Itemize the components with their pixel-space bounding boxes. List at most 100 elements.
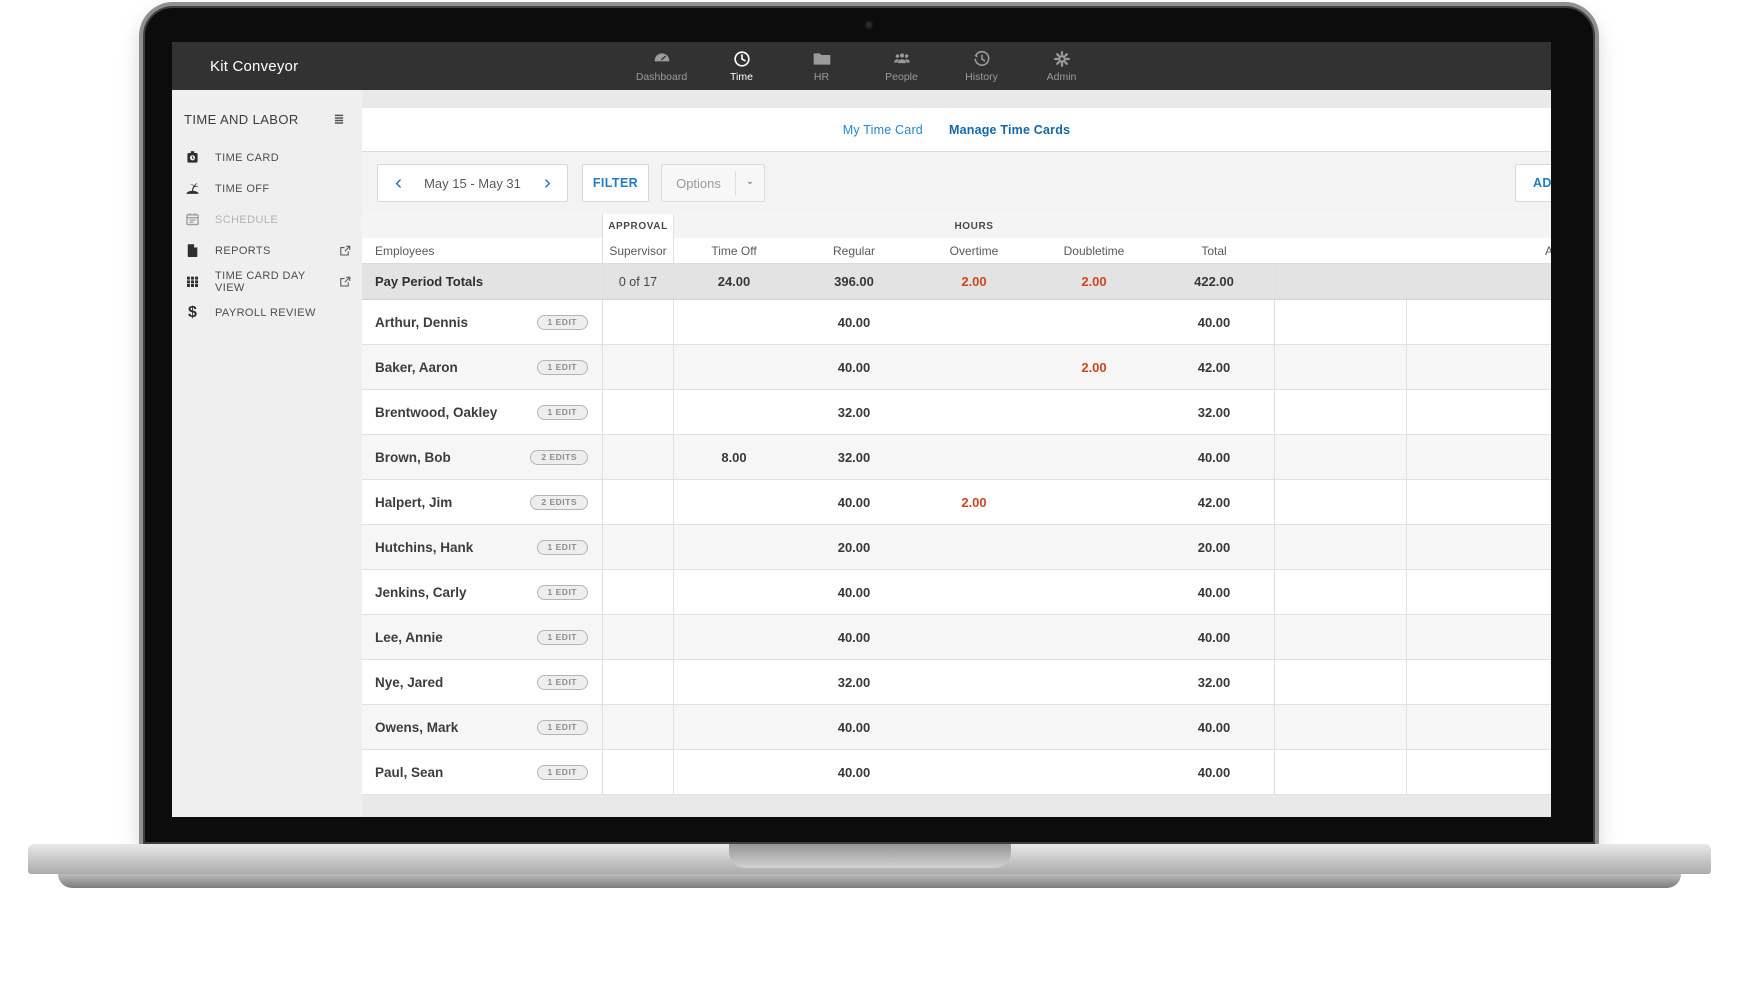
edit-count-badge[interactable]: 2 EDITS: [530, 494, 588, 510]
tab-manage-time-cards[interactable]: Manage Time Cards: [948, 122, 1071, 137]
folder-icon: [813, 53, 830, 65]
totals-doubletime: 2.00: [1081, 274, 1107, 289]
dollar-icon: $: [188, 303, 197, 321]
employees-column-header: Employees: [375, 243, 435, 258]
doubletime-cell: [1034, 525, 1154, 569]
regular-cell: 40.00: [837, 584, 871, 600]
add-button[interactable]: ADD: [1515, 164, 1551, 202]
external-link-icon: [340, 245, 351, 255]
toolbar: May 15 - May 31 FILTER Options: [362, 152, 1551, 214]
sidebar-item-reports[interactable]: REPORTS: [172, 235, 362, 266]
edit-count-badge[interactable]: 1 EDIT: [536, 404, 588, 420]
sidebar-item-time-card[interactable]: TIME CARD: [172, 142, 362, 173]
table-row[interactable]: Nye, Jared 1 EDIT 32.00 32.00: [362, 660, 1551, 705]
date-range-picker: May 15 - May 31: [377, 164, 568, 202]
sidebar-item-schedule[interactable]: SCHEDULE: [172, 204, 362, 235]
app-window: Kit Conveyor Dashboard Time: [172, 42, 1551, 817]
table-row[interactable]: Brentwood, Oakley 1 EDIT 32.00 32.00: [362, 390, 1551, 435]
overtime-cell: [914, 660, 1034, 704]
nav-people[interactable]: People: [862, 49, 942, 83]
table-row[interactable]: Paul, Sean 1 EDIT 40.00 40.00: [362, 750, 1551, 795]
table-body: Arthur, Dennis 1 EDIT 40.00 40.00 Baker,…: [362, 300, 1551, 795]
pay-period-totals-row: Pay Period Totals 0 of 17 24.00 396.00 2…: [362, 264, 1551, 300]
filter-button[interactable]: FILTER: [582, 164, 649, 202]
time-card-tabs: My Time Card Manage Time Cards: [362, 108, 1551, 152]
table-row[interactable]: Lee, Annie 1 EDIT 40.00 40.00: [362, 615, 1551, 660]
time-off-cell: [674, 705, 794, 749]
edit-count-badge[interactable]: 1 EDIT: [536, 719, 588, 735]
laptop-lid: Kit Conveyor Dashboard Time: [143, 6, 1595, 844]
sidebar-item-time-off[interactable]: TIME OFF: [172, 173, 362, 204]
doubletime-cell: [1034, 615, 1154, 659]
date-range-label[interactable]: May 15 - May 31: [424, 175, 521, 191]
time-cards-table: APPROVAL HOURS Employees Supervisor Time…: [362, 214, 1551, 795]
punch-clock-icon: [187, 151, 198, 163]
laptop-base-notch: [728, 844, 1011, 868]
time-off-cell: [674, 750, 794, 794]
edit-count-badge[interactable]: 1 EDIT: [536, 359, 588, 375]
chevron-right-icon: [544, 178, 550, 188]
tab-my-time-card[interactable]: My Time Card: [842, 122, 923, 137]
sidebar-title: TIME AND LABOR: [184, 111, 299, 127]
edit-count-badge[interactable]: 1 EDIT: [536, 629, 588, 645]
total-cell: 40.00: [1197, 629, 1231, 645]
table-row[interactable]: Baker, Aaron 1 EDIT 40.00 2.00 42.00: [362, 345, 1551, 390]
table-row[interactable]: Owens, Mark 1 EDIT 40.00 40.00: [362, 705, 1551, 750]
next-period-button[interactable]: [527, 165, 567, 201]
sidebar-item-payroll-review[interactable]: $ PAYROLL REVIEW: [172, 297, 362, 328]
nav-time[interactable]: Time: [702, 49, 782, 83]
regular-cell: 20.00: [837, 539, 871, 555]
overtime-cell: [914, 615, 1034, 659]
table-row[interactable]: Halpert, Jim 2 EDITS 40.00 2.00 42.00: [362, 480, 1551, 525]
total-cell: 20.00: [1197, 539, 1231, 555]
regular-column-header: Regular: [832, 243, 876, 258]
regular-cell: 40.00: [837, 764, 871, 780]
supervisor-approval-cell: [602, 390, 674, 434]
table-row[interactable]: Jenkins, Carly 1 EDIT 40.00 40.00: [362, 570, 1551, 615]
totals-regular: 396.00: [834, 274, 874, 289]
edit-count-badge[interactable]: 1 EDIT: [536, 584, 588, 600]
table-row[interactable]: Hutchins, Hank 1 EDIT 20.00 20.00: [362, 525, 1551, 570]
brand-logo: Kit Conveyor: [210, 57, 299, 75]
document-icon: [187, 244, 198, 257]
total-cell: 32.00: [1197, 404, 1231, 420]
doubletime-cell: [1034, 435, 1154, 479]
table-row[interactable]: Brown, Bob 2 EDITS 8.00 32.00 40.00: [362, 435, 1551, 480]
supervisor-approval-cell: [602, 300, 674, 344]
edit-count-badge[interactable]: 1 EDIT: [536, 764, 588, 780]
nav-admin[interactable]: Admin: [1022, 49, 1102, 83]
doubletime-cell: [1034, 570, 1154, 614]
previous-period-button[interactable]: [378, 165, 418, 201]
people-icon: [893, 53, 910, 64]
top-nav: Kit Conveyor Dashboard Time: [172, 42, 1551, 90]
totals-label: Pay Period Totals: [375, 274, 484, 289]
doubletime-cell: [1034, 480, 1154, 524]
options-button[interactable]: Options: [661, 164, 765, 202]
supervisor-approval-cell: [602, 480, 674, 524]
overtime-cell: [914, 345, 1034, 389]
totals-time-off: 24.00: [717, 274, 751, 289]
edit-count-badge[interactable]: 1 EDIT: [536, 674, 588, 690]
sidebar-item-time-card-day-view[interactable]: TIME CARD DAY VIEW: [172, 266, 362, 297]
edit-count-badge[interactable]: 1 EDIT: [536, 314, 588, 330]
calendar-icon: [186, 213, 199, 226]
total-cell: 42.00: [1197, 494, 1231, 510]
doubletime-cell: [1034, 660, 1154, 704]
regular-cell: 32.00: [837, 449, 871, 465]
edit-count-badge[interactable]: 2 EDITS: [530, 449, 588, 465]
nav-history[interactable]: History: [942, 49, 1022, 83]
nav-dashboard[interactable]: Dashboard: [622, 49, 702, 83]
regular-cell: 40.00: [837, 719, 871, 735]
table-header-row: Employees Supervisor Time Off Regular Ov…: [362, 238, 1551, 264]
edit-count-badge[interactable]: 1 EDIT: [536, 539, 588, 555]
table-row[interactable]: Arthur, Dennis 1 EDIT 40.00 40.00: [362, 300, 1551, 345]
laptop-base: [28, 844, 1711, 874]
regular-cell: 40.00: [837, 629, 871, 645]
doubletime-cell: [1034, 750, 1154, 794]
time-off-cell: [674, 615, 794, 659]
chevron-down-icon: [736, 176, 764, 190]
employee-name: Baker, Aaron: [375, 359, 458, 375]
total-cell: 40.00: [1197, 449, 1231, 465]
nav-hr[interactable]: HR: [782, 49, 862, 83]
hamburger-icon[interactable]: [330, 110, 348, 128]
